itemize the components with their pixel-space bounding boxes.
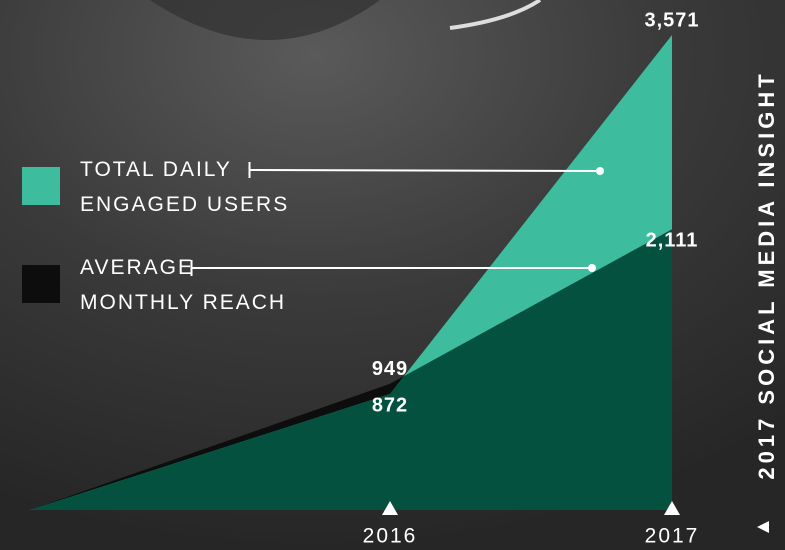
legend-line: ENGAGED USERS: [80, 193, 289, 216]
legend-label: AVERAGE MONTHLY REACH: [80, 256, 286, 314]
legend-swatch: [22, 167, 60, 205]
x-tick-marker: [382, 501, 398, 515]
plot-area: 2016 2017 872 3,571 949 2,111: [30, 9, 700, 548]
background-stroke: [449, 0, 542, 30]
legend-line: MONTHLY REACH: [80, 291, 286, 314]
background-shape: [150, 0, 380, 40]
value-label: 872: [372, 394, 408, 416]
x-tick-label: 2017: [645, 525, 700, 548]
value-label: 949: [372, 358, 408, 380]
pointer-dot: [588, 264, 596, 272]
value-label: 3,571: [644, 9, 699, 31]
x-tick-label: 2016: [363, 525, 418, 548]
title-arrow: [757, 521, 769, 533]
legend-swatch: [22, 265, 60, 303]
pointer-line: [249, 169, 601, 172]
legend-line: TOTAL DAILY: [80, 158, 232, 181]
legend-line: AVERAGE: [80, 256, 194, 279]
pointer-dot: [596, 167, 604, 175]
legend: TOTAL DAILY ENGAGED USERS AVERAGE MONTHLY R…: [22, 158, 604, 314]
x-tick-marker: [664, 501, 680, 515]
chart-title: 2017 SOCIAL MEDIA INSIGHT: [754, 70, 779, 479]
legend-label: TOTAL DAILY ENGAGED USERS: [80, 158, 289, 216]
area-overlap: [30, 229, 672, 510]
value-label: 2,111: [646, 229, 699, 251]
